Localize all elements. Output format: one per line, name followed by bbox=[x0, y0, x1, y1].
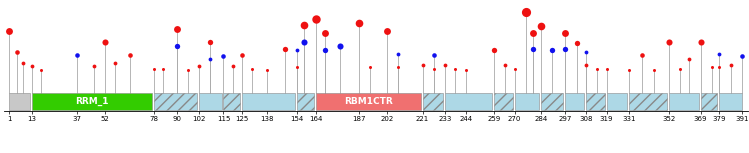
Bar bbox=[242, 93, 295, 110]
Bar bbox=[422, 93, 443, 110]
Text: RBM1CTR: RBM1CTR bbox=[344, 97, 392, 106]
Bar bbox=[154, 93, 197, 110]
Bar bbox=[223, 93, 240, 110]
Bar bbox=[541, 93, 563, 110]
Bar bbox=[565, 93, 584, 110]
Bar bbox=[669, 93, 699, 110]
Text: RRM_1: RRM_1 bbox=[75, 97, 109, 106]
Bar bbox=[515, 93, 539, 110]
Bar bbox=[10, 93, 30, 110]
Bar bbox=[297, 93, 314, 110]
Bar bbox=[700, 93, 718, 110]
Bar bbox=[315, 93, 421, 110]
Bar bbox=[719, 93, 742, 110]
Bar bbox=[32, 93, 152, 110]
Bar bbox=[629, 93, 667, 110]
Bar bbox=[586, 93, 604, 110]
Bar bbox=[445, 93, 492, 110]
Bar bbox=[494, 93, 513, 110]
Bar bbox=[199, 93, 222, 110]
Bar bbox=[607, 93, 628, 110]
